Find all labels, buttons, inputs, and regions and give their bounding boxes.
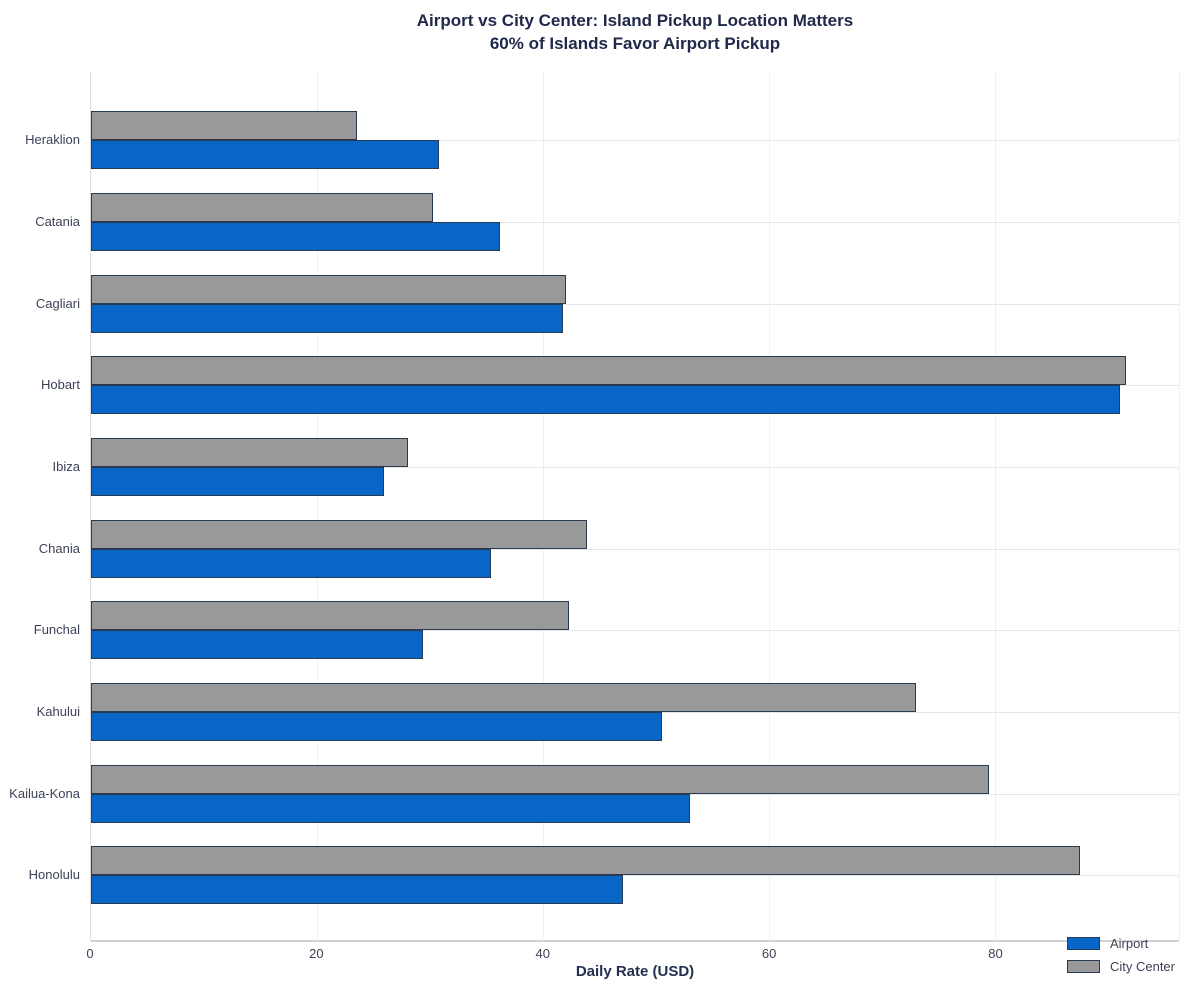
- legend: Airport City Center: [1066, 936, 1175, 974]
- bar-airport-funchal: [91, 630, 424, 660]
- plot-area: [90, 71, 1180, 942]
- horizontal-gridline: [91, 548, 1179, 550]
- bar-airport-heraklion: [91, 140, 439, 170]
- x-tick-label-60: 60: [761, 946, 777, 961]
- y-tick-label-chania: Chania: [38, 540, 80, 556]
- bar-airport-kahului: [91, 711, 662, 741]
- bar-airport-honolulu: [91, 875, 624, 905]
- horizontal-gridline: [91, 466, 1179, 468]
- y-tick-label-hobart: Hobart: [40, 377, 80, 393]
- horizontal-gridline: [91, 221, 1179, 223]
- legend-label: City Center: [1109, 959, 1175, 974]
- x-tick-label-20: 20: [309, 946, 324, 961]
- chart-title-line2: 60% of Islands Favor Airport Pickup: [489, 34, 781, 53]
- bar-city-center-catania: [91, 192, 434, 222]
- vertical-gridline: [542, 71, 544, 941]
- y-tick-label-funchal: Funchal: [33, 622, 80, 638]
- bar-city-center-heraklion: [91, 111, 357, 141]
- y-tick-label-catania: Catania: [35, 213, 80, 229]
- y-tick-label-cagliari: Cagliari: [35, 295, 80, 311]
- bar-airport-hobart: [91, 385, 1121, 415]
- bar-city-center-honolulu: [91, 846, 1080, 876]
- legend-item-city-center[interactable]: City Center: [1066, 959, 1175, 974]
- bar-airport-cagliari: [91, 303, 564, 333]
- bar-airport-kailua-kona: [91, 793, 690, 823]
- x-tick-label-40: 40: [535, 946, 550, 961]
- bar-city-center-hobart: [91, 356, 1126, 386]
- vertical-gridline: [768, 71, 770, 941]
- y-tick-label-kahului: Kahului: [36, 703, 80, 719]
- bar-airport-catania: [91, 221, 500, 251]
- legend-item-airport[interactable]: Airport: [1066, 936, 1175, 951]
- bar-airport-chania: [91, 548, 491, 578]
- bar-city-center-chania: [91, 519, 587, 549]
- y-axis-labels: Heraklion Catania Cagliari Hobart Ibiza Chani…: [0, 71, 85, 941]
- vertical-gridline: [994, 71, 996, 941]
- y-tick-label-honolulu: Honolulu: [28, 867, 80, 883]
- horizontal-gridline: [91, 303, 1179, 305]
- vertical-gridline: [316, 71, 318, 941]
- y-tick-label-kailua-kona: Kailua-Kona: [9, 785, 80, 801]
- x-axis-title: Daily Rate (USD): [575, 963, 695, 980]
- chart-title: Airport vs City Center: Island Pickup Lo…: [90, 9, 1180, 55]
- bar-city-center-funchal: [91, 601, 569, 631]
- bar-city-center-ibiza: [91, 437, 409, 467]
- x-tick-label-0: 0: [86, 946, 94, 961]
- x-axis-line: [91, 940, 1179, 942]
- chart-title-line1: Airport vs City Center: Island Pickup Lo…: [416, 11, 854, 30]
- bar-airport-ibiza: [91, 466, 384, 496]
- legend-swatch-city-center: [1066, 960, 1100, 973]
- y-tick-label-heraklion: Heraklion: [25, 132, 80, 148]
- x-tick-label-80: 80: [988, 946, 1003, 961]
- legend-swatch-airport: [1066, 937, 1100, 950]
- bar-city-center-kailua-kona: [91, 764, 990, 794]
- horizontal-gridline: [91, 140, 1179, 142]
- horizontal-gridline: [91, 630, 1179, 632]
- x-axis-ticks: 0 20 40 60 80: [86, 946, 1180, 964]
- bar-city-center-cagliari: [91, 274, 566, 304]
- y-tick-label-ibiza: Ibiza: [52, 458, 80, 474]
- bar-city-center-kahului: [91, 682, 916, 712]
- legend-label: Airport: [1109, 936, 1149, 951]
- horizontal-gridline: [91, 875, 1179, 877]
